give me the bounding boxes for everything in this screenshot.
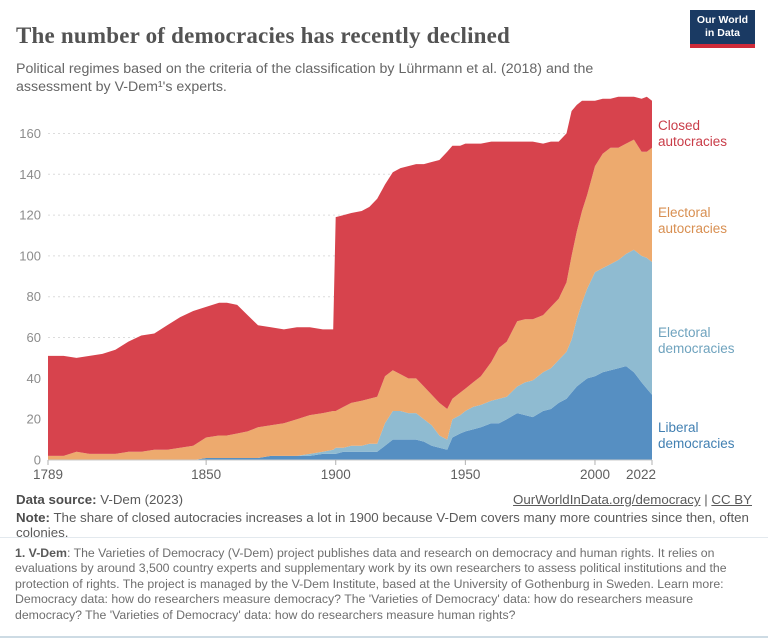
x-tick-label: 1900 — [321, 467, 351, 480]
y-tick-label: 120 — [19, 208, 41, 223]
area-closed-autocracies[interactable] — [48, 96, 652, 456]
legend-label-electoral-autocracies[interactable]: Electoral autocracies — [658, 205, 727, 236]
x-tick-label: 1950 — [450, 467, 480, 480]
stacked-area-chart: 0 20 40 60 80 100 120 140 160 1789 1850 1900 1950 200… — [0, 88, 768, 482]
footnote-vdem: 1. V-Dem: The Varieties of Democracy (V-… — [0, 537, 768, 623]
y-tick-label: 40 — [27, 371, 41, 386]
x-tick-label: 1789 — [33, 467, 63, 480]
chart-note: Note: The share of closed autocracies in… — [16, 510, 749, 540]
chart-canvas: 0 20 40 60 80 100 120 140 160 1789 1850 1900 1950 200… — [19, 96, 735, 482]
footer-links: OurWorldInData.org/democracy | CC BY — [513, 492, 752, 507]
data-source: Data source: V-Dem (2023) — [16, 492, 184, 507]
owid-logo[interactable]: Our World in Data — [690, 10, 755, 48]
y-tick-label: 60 — [27, 330, 41, 345]
y-tick-label: 20 — [27, 412, 41, 427]
legend-label-electoral-democracies[interactable]: Electoral democracies — [658, 325, 735, 356]
area-electoral-autocracies[interactable] — [48, 139, 652, 460]
x-tick-label: 1850 — [191, 467, 221, 480]
y-tick-label: 0 — [34, 453, 41, 468]
page-title: The number of democracies has recently d… — [16, 23, 511, 49]
chart-subtitle: Political regimes based on the criteria … — [16, 61, 594, 95]
area-liberal-democracies[interactable] — [48, 366, 652, 460]
y-tick-label: 100 — [19, 248, 41, 263]
source-row: Data source: V-Dem (2023) OurWorldInData… — [16, 492, 752, 507]
owid-democracy-link[interactable]: OurWorldInData.org/democracy — [513, 492, 701, 507]
legend-label-liberal-democracies[interactable]: Liberal democracies — [658, 420, 735, 451]
legend-label-closed-autocracies[interactable]: Closed autocracies — [658, 118, 727, 149]
owid-logo-text: Our World in Data — [696, 14, 749, 39]
y-tick-label: 80 — [27, 289, 41, 304]
y-tick-label: 140 — [19, 167, 41, 182]
y-tick-label: 160 — [19, 126, 41, 141]
link-separator: | — [700, 492, 712, 507]
x-tick-label: 2022 — [626, 467, 656, 480]
cc-by-link[interactable]: CC BY — [711, 492, 752, 507]
x-tick-label: 2000 — [580, 467, 610, 480]
area-electoral-democracies[interactable] — [48, 249, 652, 460]
